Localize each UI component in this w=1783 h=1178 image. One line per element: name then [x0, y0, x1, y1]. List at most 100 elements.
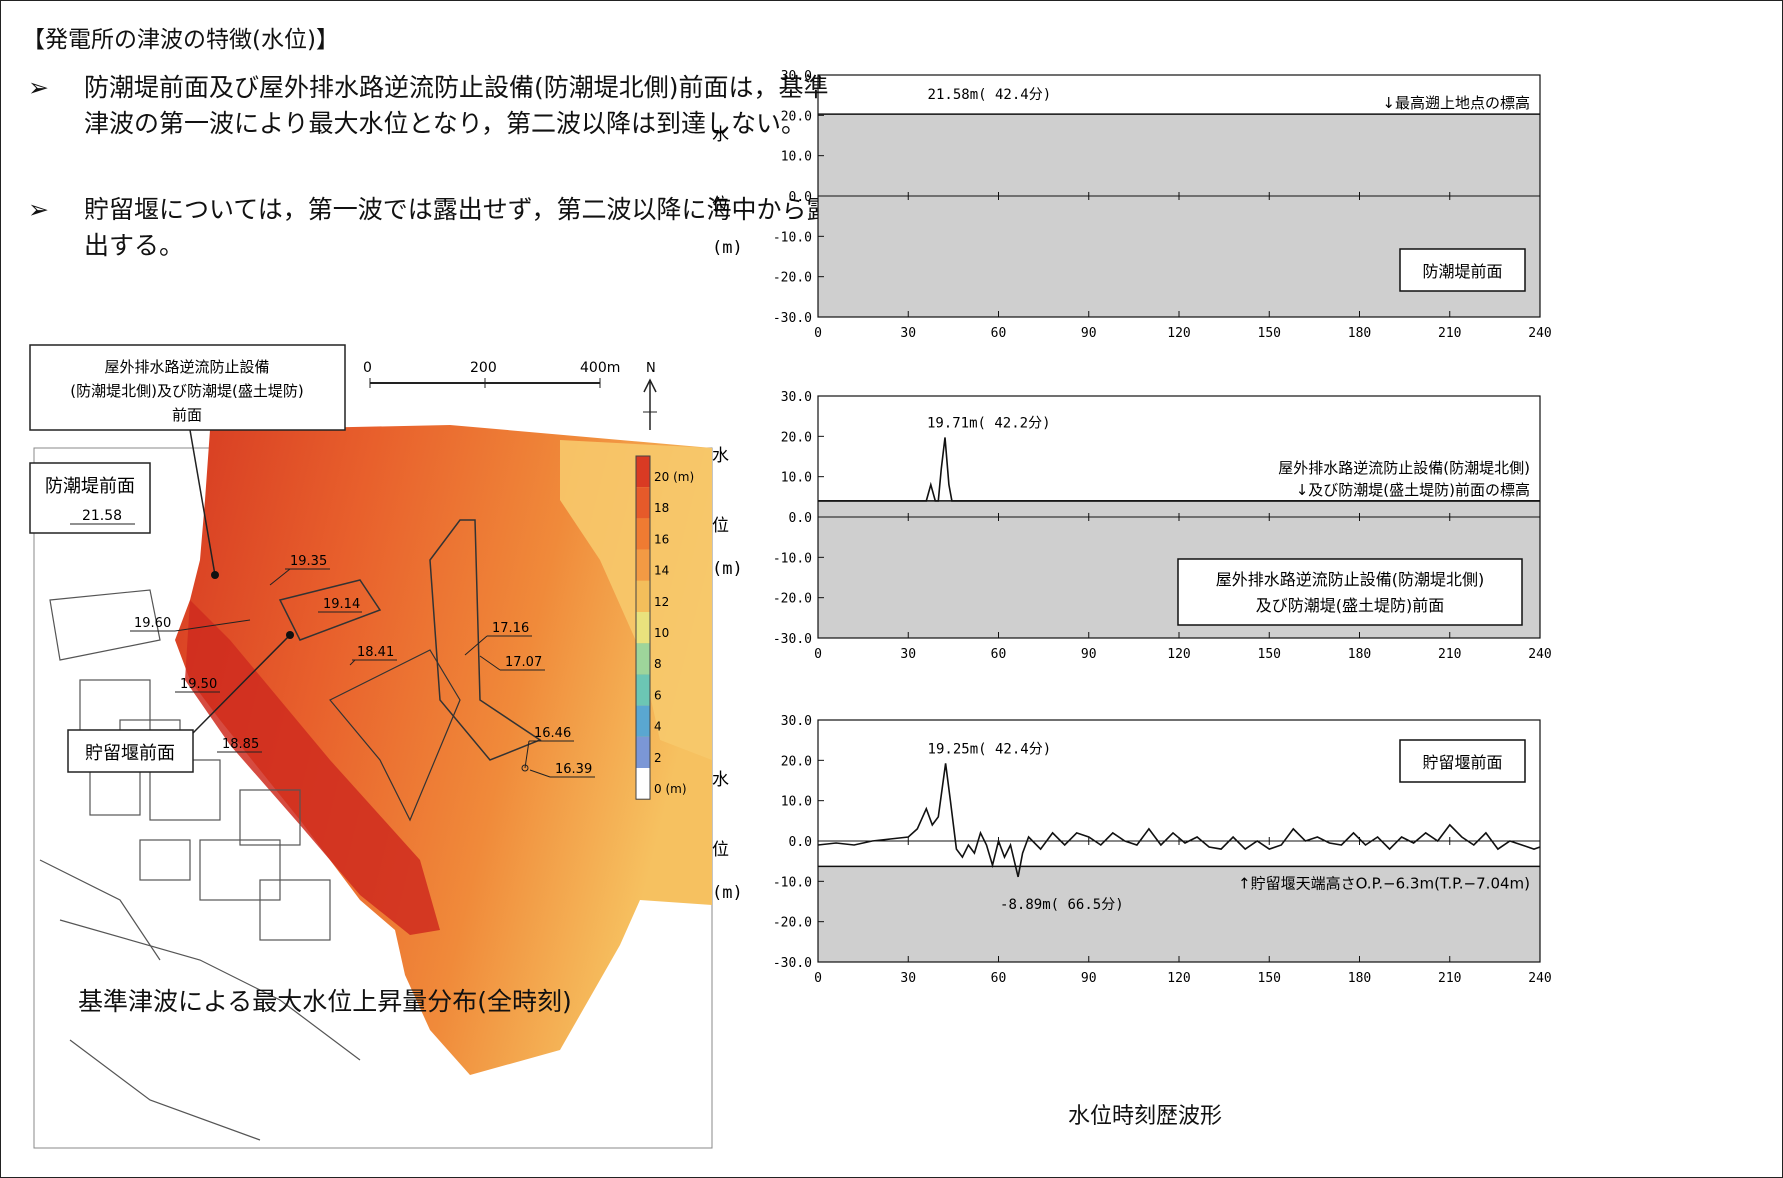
chart-title: 及び防潮堤(盛土堤防)前面 — [1256, 596, 1445, 615]
bullet-text: 防潮堤前面及び屋外排水路逆流防止設備(防潮堤北側)前面は，基準津波の第一波により… — [84, 73, 829, 138]
y-axis-label: 水 — [712, 446, 729, 466]
peak-annotation: 19.25m( 42.4分) — [928, 741, 1052, 757]
x-tick-label: 90 — [1081, 647, 1097, 662]
callout-outfall: 屋外排水路逆流防止設備 (防潮堤北側)及び防潮堤(盛土堤防) 前面 — [29, 344, 346, 579]
x-tick-label: 240 — [1528, 326, 1551, 341]
svg-text:18.85: 18.85 — [222, 737, 259, 752]
svg-text:(防潮堤北側)及び防潮堤(盛土堤防): (防潮堤北側)及び防潮堤(盛土堤防) — [70, 382, 303, 400]
y-axis-label: 位 — [712, 195, 729, 215]
series-line — [818, 437, 1540, 502]
svg-text:19.35: 19.35 — [290, 554, 327, 569]
x-tick-label: 150 — [1258, 647, 1281, 662]
svg-text:17.16: 17.16 — [492, 621, 529, 636]
y-tick-label: 20.0 — [781, 430, 812, 445]
svg-text:貯留堰前面: 貯留堰前面 — [85, 743, 175, 764]
series-line — [817, 763, 1541, 878]
sea-area — [175, 425, 712, 1075]
ground-level-label: ↓最高遡上地点の標高 — [1382, 94, 1530, 112]
colorbar-swatch — [636, 705, 650, 737]
ground-fill — [818, 866, 1540, 962]
y-axis-label: (m) — [712, 883, 743, 903]
scale-bar: 0 200 400m — [363, 360, 620, 388]
y-axis-label: 位 — [712, 516, 729, 536]
x-tick-label: 60 — [991, 971, 1007, 986]
colorbar-label: 16 — [654, 532, 669, 546]
ground-level-label: ↓及び防潮堤(盛土堤防)前面の標高 — [1296, 481, 1530, 499]
colorbar-swatch — [636, 674, 650, 706]
x-tick-label: 0 — [814, 971, 822, 986]
colorbar-swatch — [636, 518, 650, 550]
chart-title: 屋外排水路逆流防止設備(防潮堤北側) — [1216, 570, 1485, 589]
bullet-arrow-icon: ➢ — [28, 73, 49, 102]
line-chart-panel: 30.0 20.0 10.0 0.0 -10.0 -20.0 -30.00 30 60 90 120… — [712, 390, 1552, 662]
x-tick-label: 90 — [1081, 326, 1097, 341]
y-tick-label: -30.0 — [773, 311, 812, 326]
x-tick-label: 180 — [1348, 647, 1371, 662]
harbor — [329, 649, 461, 822]
x-tick-label: 60 — [991, 326, 1007, 341]
chart-title: 防潮堤前面 — [1422, 262, 1502, 281]
y-tick-label: 10.0 — [781, 150, 812, 165]
y-axis-label: 水 — [712, 770, 729, 790]
svg-text:N: N — [646, 361, 656, 376]
chart-title-box — [1177, 558, 1523, 626]
svg-text:前面: 前面 — [172, 406, 202, 424]
breakwater — [429, 519, 542, 761]
colorbar-swatch — [636, 643, 650, 675]
callout-seawall: 防潮堤前面 21.58 — [29, 462, 151, 534]
colorbar-label: 12 — [654, 595, 669, 609]
svg-text:屋外排水路逆流防止設備: 屋外排水路逆流防止設備 — [104, 358, 269, 376]
x-tick-label: 120 — [1167, 971, 1190, 986]
colorbar-label: 2 — [654, 751, 662, 765]
map-value-labels: 19.35 19.14 19.60 18.41 17.16 17.07 19.5… — [130, 554, 595, 778]
y-tick-label: -20.0 — [773, 592, 812, 607]
y-tick-label: -10.0 — [773, 551, 812, 566]
coastal-strip — [185, 600, 440, 935]
y-tick-label: -10.0 — [773, 230, 812, 245]
y-tick-label: -20.0 — [773, 271, 812, 286]
peak-annotation: 21.58m( 42.4分) — [928, 87, 1052, 103]
x-tick-label: 30 — [900, 647, 916, 662]
colorbar-swatch — [636, 736, 650, 768]
svg-text:防潮堤前面: 防潮堤前面 — [45, 476, 135, 497]
x-tick-label: 0 — [814, 647, 822, 662]
chart-title-box — [1399, 739, 1526, 783]
y-tick-label: 30.0 — [781, 390, 812, 405]
page-heading: 【発電所の津波の特徴(水位)】 — [22, 27, 339, 53]
colorbar-label: 20 (m) — [654, 470, 694, 484]
scale-tick: 0 — [363, 360, 372, 376]
y-tick-label: -10.0 — [773, 875, 812, 890]
x-tick-label: 90 — [1081, 971, 1097, 986]
svg-text:19.14: 19.14 — [323, 597, 360, 612]
ground-level-label: 屋外排水路逆流防止設備(防潮堤北側) — [1278, 459, 1530, 477]
callout-reservoir: 貯留堰前面 — [67, 631, 294, 773]
x-tick-label: 180 — [1348, 326, 1371, 341]
colorbar-label: 14 — [654, 564, 669, 578]
colorbar-swatch — [636, 580, 650, 612]
colorbar-swatch — [636, 487, 650, 519]
svg-text:19.60: 19.60 — [134, 616, 171, 631]
colorbar-label: 6 — [654, 688, 662, 702]
y-tick-label: 10.0 — [781, 471, 812, 486]
y-tick-label: -20.0 — [773, 916, 812, 931]
breakwater — [278, 579, 382, 641]
colorbar-swatch — [636, 768, 650, 800]
svg-text:16.46: 16.46 — [534, 726, 571, 741]
y-tick-label: -30.0 — [773, 632, 812, 647]
colorbar-swatch — [636, 612, 650, 644]
line-chart-panel: 30.0 20.0 10.0 0.0 -10.0 -20.0 -30.00 30 60 90 120… — [712, 69, 1552, 341]
y-tick-label: 20.0 — [781, 109, 812, 124]
x-tick-label: 0 — [814, 326, 822, 341]
x-tick-label: 120 — [1167, 647, 1190, 662]
peak-annotation: -8.89m( 66.5分) — [1000, 897, 1124, 913]
map-caption: 基準津波による最大水位上昇量分布(全時刻) — [78, 987, 572, 1016]
x-tick-label: 120 — [1167, 326, 1190, 341]
x-tick-label: 150 — [1258, 971, 1281, 986]
y-axis-label: 水 — [712, 125, 729, 145]
y-tick-label: 30.0 — [781, 714, 812, 729]
colorbar-swatch — [636, 549, 650, 581]
y-axis-label: 位 — [712, 840, 729, 860]
y-axis-label: (m) — [712, 238, 743, 258]
x-tick-label: 180 — [1348, 971, 1371, 986]
